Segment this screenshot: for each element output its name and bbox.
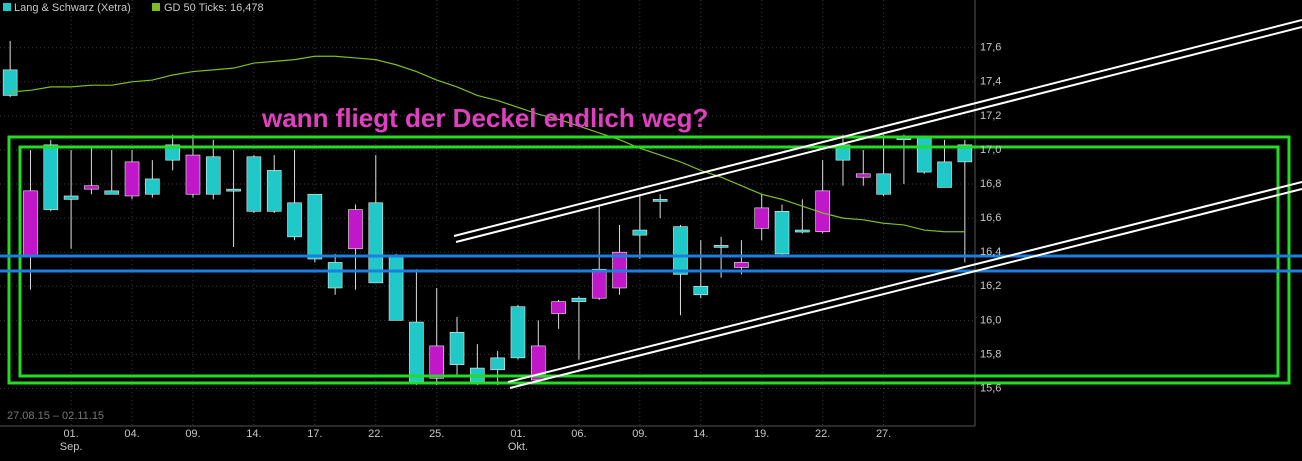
x-tick-label: 25. xyxy=(429,428,444,440)
y-tick-label: 17,0 xyxy=(980,144,1001,156)
candle-body xyxy=(774,210,790,255)
candle-body xyxy=(693,285,709,296)
x-tick-label: 06. xyxy=(571,428,586,440)
channel-line xyxy=(507,181,1302,383)
x-month-label: Sep. xyxy=(60,441,83,453)
candle-body xyxy=(591,268,607,299)
candle-body xyxy=(673,226,688,275)
x-tick-label: 09. xyxy=(632,428,647,440)
candle-body xyxy=(104,190,120,195)
date-range: 27.08.15 – 02.11.15 xyxy=(7,410,104,422)
candle-body xyxy=(490,357,505,371)
candle-body xyxy=(734,262,749,268)
x-tick-label: 27. xyxy=(876,428,891,440)
candle-body xyxy=(876,173,891,195)
x-month-label: Okt. xyxy=(508,441,528,453)
candle-body xyxy=(63,195,79,200)
outer-box xyxy=(7,135,1291,385)
candle-body xyxy=(23,190,38,256)
channel-line xyxy=(509,188,1302,389)
candle-body xyxy=(795,229,810,233)
candle-body xyxy=(266,170,282,212)
candle-body xyxy=(368,202,384,284)
inner-box xyxy=(18,145,1280,378)
y-tick-label: 15,8 xyxy=(980,348,1001,360)
candle-body xyxy=(2,69,18,96)
y-tick-label: 16,6 xyxy=(980,212,1001,224)
channel-line xyxy=(453,19,1302,237)
x-tick-label: 01. xyxy=(63,428,78,440)
candle-body xyxy=(571,297,587,302)
x-tick-label: 14. xyxy=(246,428,261,440)
legend-label: GD 50 Ticks: 16,478 xyxy=(164,2,264,14)
legend-swatch xyxy=(152,3,160,11)
candle-body xyxy=(957,144,973,163)
candle-body xyxy=(226,188,241,192)
candle-body xyxy=(551,301,566,314)
candle-body xyxy=(815,190,830,233)
candle-body xyxy=(652,199,668,202)
channel-line xyxy=(455,26,1302,243)
candle-body xyxy=(246,156,262,212)
candle-body xyxy=(429,345,445,379)
legend-label: Lang & Schwarz (Xetra) xyxy=(14,2,131,14)
x-tick-label: 14. xyxy=(693,428,708,440)
candle-body xyxy=(185,154,201,195)
x-tick-label: 01. xyxy=(510,428,525,440)
candle-body xyxy=(388,255,404,321)
moving-average xyxy=(10,55,965,233)
x-tick-label: 09. xyxy=(185,428,200,440)
candle-body xyxy=(449,331,465,365)
candle-body xyxy=(205,156,221,195)
x-tick-label: 22. xyxy=(368,428,383,440)
y-tick-label: 17,6 xyxy=(980,42,1001,54)
candle-body xyxy=(916,136,932,173)
candle-body xyxy=(855,173,871,178)
candle-body xyxy=(510,306,526,359)
y-tick-label: 15,6 xyxy=(980,382,1001,394)
y-tick-label: 16,4 xyxy=(980,246,1001,258)
candle-body xyxy=(84,185,99,190)
candle-body xyxy=(145,178,160,195)
candle-body xyxy=(835,144,851,161)
x-tick-label: 17. xyxy=(307,428,322,440)
candle-body xyxy=(632,229,648,236)
x-tick-label: 04. xyxy=(124,428,139,440)
x-tick-label: 22. xyxy=(815,428,830,440)
candle-body xyxy=(124,161,140,197)
candle-body xyxy=(348,209,363,250)
y-tick-label: 16,8 xyxy=(980,178,1001,190)
candle-body xyxy=(165,144,180,161)
grid xyxy=(0,0,975,426)
candle-body xyxy=(327,262,343,289)
y-tick-label: 16,0 xyxy=(980,314,1001,326)
candle-body xyxy=(287,202,302,238)
candle-body xyxy=(43,144,59,210)
y-tick-label: 17,4 xyxy=(980,76,1001,88)
y-tick-label: 17,2 xyxy=(980,110,1001,122)
candle-body xyxy=(307,193,323,260)
candle-body xyxy=(937,161,952,188)
legend-swatch xyxy=(3,3,11,11)
drawings xyxy=(0,19,1302,389)
candle-body xyxy=(409,321,424,382)
annotation: wann fliegt der Deckel endlich weg? xyxy=(261,103,708,133)
candle-body xyxy=(713,245,729,248)
y-tick-label: 16,2 xyxy=(980,280,1001,292)
candle-body xyxy=(754,207,770,229)
x-tick-label: 19. xyxy=(754,428,769,440)
